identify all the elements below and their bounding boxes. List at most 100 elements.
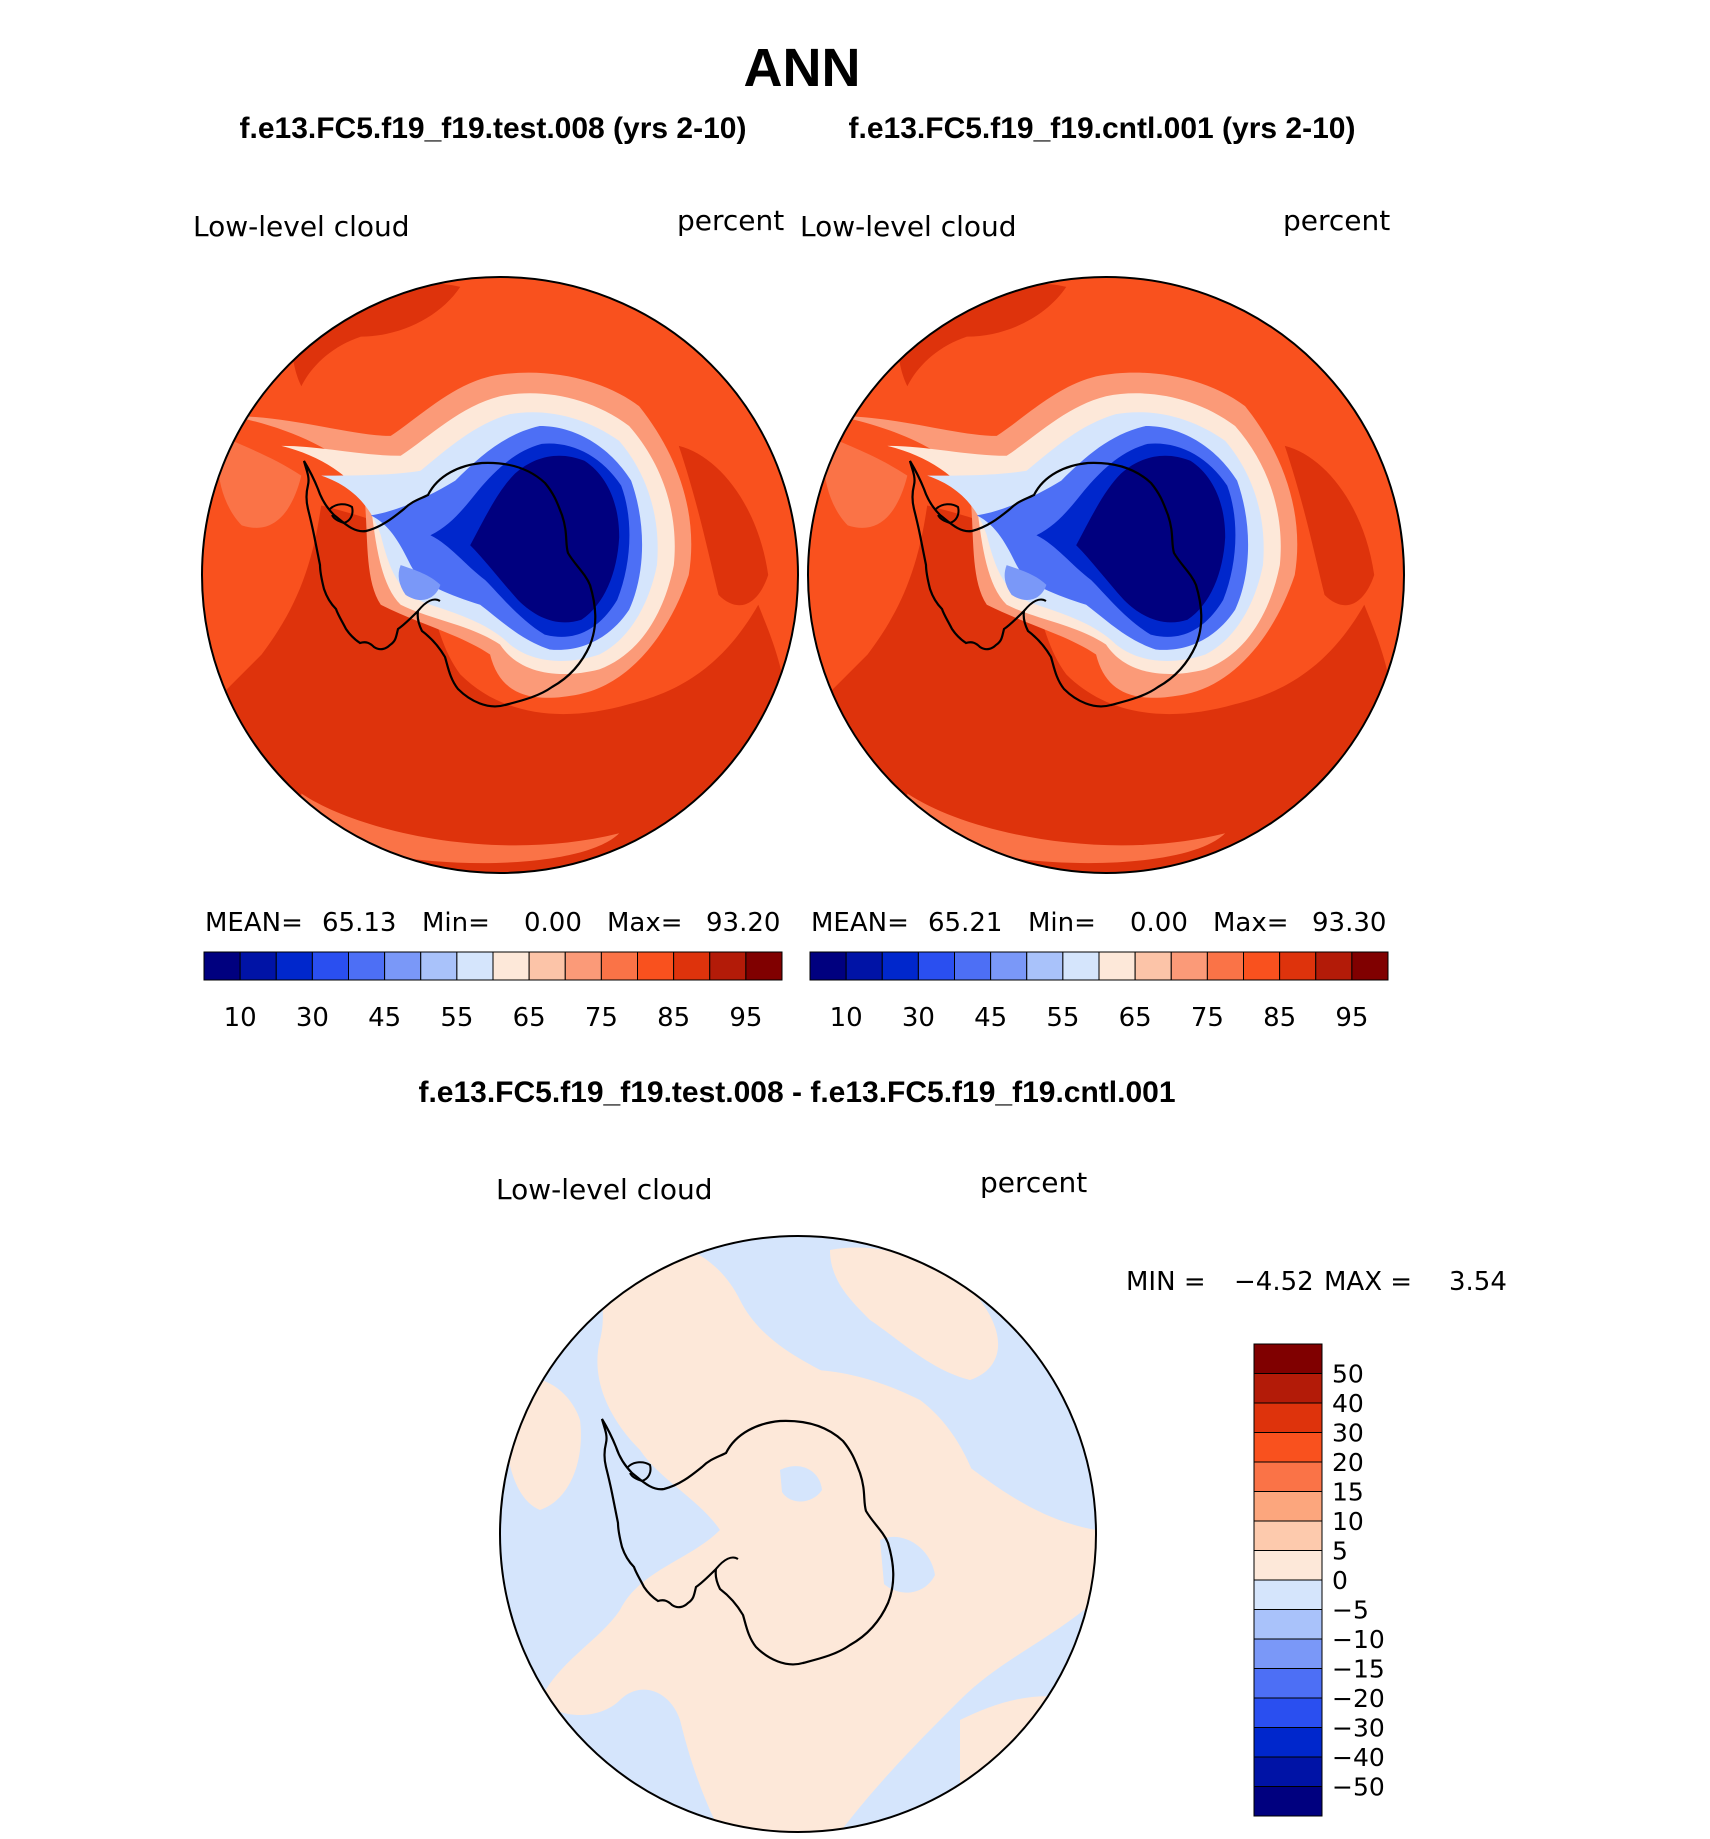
panel-1-colorbar-tick-label: 75 xyxy=(585,1003,618,1033)
panel-1-colorbar-tick-label: 65 xyxy=(513,1003,546,1033)
panel-1-colorbar-swatch xyxy=(239,951,277,981)
diff-colorbar-swatch xyxy=(1253,1550,1323,1581)
panel-1-colorbar-swatch xyxy=(275,951,313,981)
panel-2-variable: Low-level cloud xyxy=(800,210,1017,243)
panel-1-colorbar-swatch xyxy=(420,951,458,981)
panel-1-stats: MEAN= 65.13 Min= 0.00 Max= 93.20 xyxy=(205,908,780,938)
panel-1-colorbar-swatch xyxy=(384,951,422,981)
diff-colorbar-swatch xyxy=(1253,1343,1323,1374)
panel-1-colorbar-tick-label: 85 xyxy=(657,1003,690,1033)
diff-colorbar-tick-label: 15 xyxy=(1332,1478,1364,1507)
diff-colorbar-tick-label: 20 xyxy=(1332,1448,1364,1477)
panel-2-colorbar-swatch xyxy=(990,951,1028,981)
diff-colorbar-swatch xyxy=(1253,1461,1323,1492)
diff-colorbar-tick-label: 5 xyxy=(1332,1537,1348,1566)
panel-2-colorbar-tick-label: 55 xyxy=(1046,1003,1079,1033)
panel-2-min: 0.00 xyxy=(1130,908,1188,938)
panel-2-colorbar-swatch xyxy=(1206,951,1244,981)
panel-1-colorbar-swatch xyxy=(600,951,638,981)
panel-2-colorbar: 10 30 45 55 65 75 85 95 xyxy=(809,951,1389,1033)
diff-colorbar-swatch xyxy=(1253,1432,1323,1463)
panel-2-colorbar-swatch xyxy=(1134,951,1172,981)
diff-colorbar-swatch xyxy=(1253,1756,1323,1787)
panel-1-colorbar-swatch xyxy=(348,951,386,981)
panel-1-colorbar-swatch xyxy=(745,951,783,981)
panel-1-colorbar-swatch xyxy=(637,951,675,981)
panel-2-max: 93.30 xyxy=(1312,908,1386,938)
page-title: ANN xyxy=(744,38,861,98)
panel-1-min-label: Min= xyxy=(422,908,490,938)
diff-colorbar-swatch xyxy=(1253,1638,1323,1669)
panel-2-colorbar-swatch xyxy=(1026,951,1064,981)
diff-colorbar-tick-label: −50 xyxy=(1332,1773,1385,1802)
panel-2-colorbar-tick-label: 45 xyxy=(974,1003,1007,1033)
diff-colorbar-swatch xyxy=(1253,1579,1323,1610)
panel-2-colorbar-tick-label: 95 xyxy=(1335,1003,1368,1033)
panel-1-colorbar-tick-label: 95 xyxy=(729,1003,762,1033)
panel-2-max-label: Max= xyxy=(1213,908,1289,938)
diff-colorbar-swatch xyxy=(1253,1520,1323,1551)
panel-1-min: 0.00 xyxy=(524,908,582,938)
panel-2-colorbar-swatch xyxy=(917,951,955,981)
panel-2-colorbar-swatch xyxy=(1062,951,1100,981)
panel-1-colorbar-tick-label: 45 xyxy=(368,1003,401,1033)
diff-colorbar-tick-label: 50 xyxy=(1332,1360,1364,1389)
panel-2-units: percent xyxy=(1283,204,1390,237)
panel-1-colorbar-swatch xyxy=(528,951,566,981)
diff-colorbar-tick-label: 10 xyxy=(1332,1507,1364,1536)
panel-2-mean: 65.21 xyxy=(928,908,1002,938)
diff-colorbar-tick-label: −15 xyxy=(1332,1655,1385,1684)
panel-1-case: f.e13.FC5.f19_f19.test.008 (yrs 2-10) xyxy=(240,112,747,145)
diff-colorbar-tick-label: 30 xyxy=(1332,1419,1364,1448)
diff-colorbar-tick-label: 0 xyxy=(1332,1566,1348,1595)
diff-variable: Low-level cloud xyxy=(496,1173,713,1206)
diff-colorbar-swatch xyxy=(1253,1727,1323,1758)
panel-1-colorbar-swatch xyxy=(709,951,747,981)
diff-max: 3.54 xyxy=(1449,1267,1507,1297)
panel-1-colorbar-swatch xyxy=(673,951,711,981)
panel-2-colorbar-tick-label: 65 xyxy=(1119,1003,1152,1033)
panel-2-map xyxy=(807,276,1405,874)
diff-colorbar-tick-label: −40 xyxy=(1332,1743,1385,1772)
panel-1-colorbar: 10 30 45 55 65 75 85 95 xyxy=(203,951,783,1033)
diff-min-label: MIN = xyxy=(1126,1267,1206,1297)
diff-colorbar-swatch xyxy=(1253,1609,1323,1640)
diff-colorbar-swatch xyxy=(1253,1668,1323,1699)
diff-colorbar-tick-label: −20 xyxy=(1332,1684,1385,1713)
diff-map xyxy=(499,1235,1097,1833)
panel-1-colorbar-swatch xyxy=(492,951,530,981)
panel-1-colorbar-tick-label: 30 xyxy=(296,1003,329,1033)
panel-2-min-label: Min= xyxy=(1028,908,1096,938)
panel-2-colorbar-swatch xyxy=(1170,951,1208,981)
panel-2-colorbar-swatch xyxy=(1315,951,1353,981)
diff-title: f.e13.FC5.f19_f19.test.008 - f.e13.FC5.f… xyxy=(418,1076,1175,1109)
diff-colorbar-tick-label: −5 xyxy=(1332,1596,1369,1625)
panel-1-colorbar-swatch xyxy=(203,951,241,981)
diff-max-label: MAX = xyxy=(1324,1267,1412,1297)
panel-2-colorbar-swatch xyxy=(809,951,847,981)
panel-2-colorbar-swatch xyxy=(954,951,992,981)
panel-2-stats: MEAN= 65.21 Min= 0.00 Max= 93.30 xyxy=(811,908,1386,938)
diff-colorbar-tick-label: −10 xyxy=(1332,1625,1385,1654)
panel-2-colorbar-tick-label: 85 xyxy=(1263,1003,1296,1033)
panel-2-colorbar-swatch xyxy=(1279,951,1317,981)
panel-2-colorbar-swatch xyxy=(1243,951,1281,981)
panel-2-colorbar-tick-label: 30 xyxy=(902,1003,935,1033)
panel-2-colorbar-swatch xyxy=(1351,951,1389,981)
panel-2-colorbar-swatch xyxy=(845,951,883,981)
panel-1-colorbar-swatch xyxy=(456,951,494,981)
diff-colorbar-tick-label: −30 xyxy=(1332,1714,1385,1743)
panel-2-colorbar-tick-label: 75 xyxy=(1191,1003,1224,1033)
panel-1-max-label: Max= xyxy=(607,908,683,938)
panel-1-colorbar-swatch xyxy=(564,951,602,981)
diff-colorbar-swatch xyxy=(1253,1402,1323,1433)
panel-2-colorbar-swatch xyxy=(1098,951,1136,981)
diff-colorbar-swatch xyxy=(1253,1491,1323,1522)
panel-1-colorbar-tick-label: 55 xyxy=(440,1003,473,1033)
diff-colorbar-swatch xyxy=(1253,1786,1323,1817)
panel-1-variable: Low-level cloud xyxy=(193,210,410,243)
panel-2-colorbar-tick-label: 10 xyxy=(830,1003,863,1033)
panel-1-mean-label: MEAN= xyxy=(205,908,303,938)
